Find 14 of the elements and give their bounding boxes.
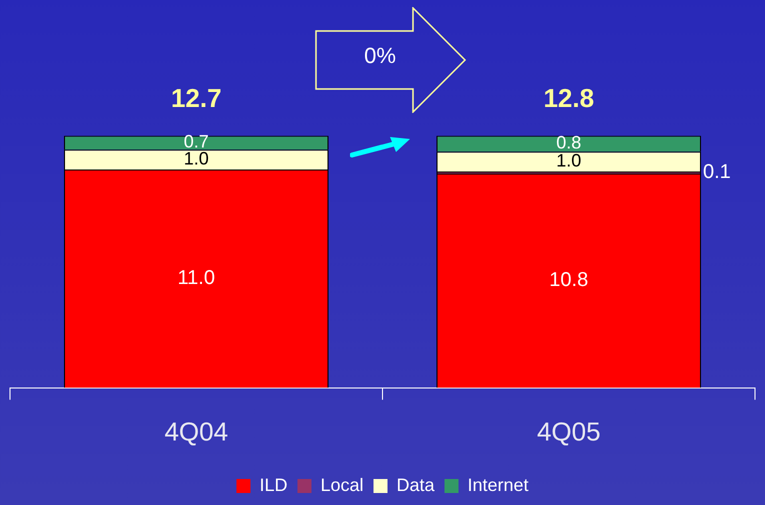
data-label: 0.8 <box>556 132 582 153</box>
legend-label: Data <box>396 474 436 495</box>
legend-label: Local <box>320 474 364 495</box>
total-label: 12.7 <box>170 82 222 113</box>
data-label: 11.0 <box>178 267 215 290</box>
text: 0% <box>363 43 397 69</box>
data-label: 0.1 <box>702 161 731 184</box>
data-label: 1.0 <box>556 150 582 171</box>
x-tick-label: 4Q04 <box>164 416 228 447</box>
x-tick-label: 4Q05 <box>536 416 601 447</box>
legend-label: ILD <box>259 474 288 495</box>
data-label: 10.8 <box>549 269 588 292</box>
total-label: 12.8 <box>543 82 594 113</box>
legend-label: Internet <box>468 474 529 495</box>
